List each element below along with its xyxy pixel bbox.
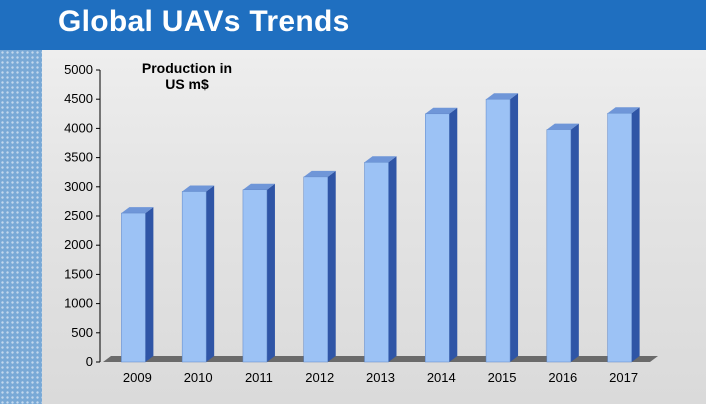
bar-side-face <box>631 107 640 362</box>
bar-2012 <box>303 170 336 363</box>
bar-top-face <box>242 183 275 190</box>
bar-series <box>121 93 640 363</box>
slide-title: Global UAVs Trends <box>58 5 350 38</box>
y-tick-label: 0 <box>86 354 93 369</box>
bar-front-face <box>303 176 328 363</box>
x-tick-label: 2014 <box>427 370 456 385</box>
bar-side-face <box>145 207 154 362</box>
annotation-line-1: Production in <box>142 60 232 76</box>
x-tick-label: 2017 <box>609 370 638 385</box>
bar-top-face <box>607 107 640 114</box>
x-tick-label: 2012 <box>305 370 334 385</box>
x-tick-label: 2013 <box>366 370 395 385</box>
y-tick-label: 2000 <box>64 237 93 252</box>
bar-2011 <box>242 183 275 363</box>
bar-top-face <box>303 170 336 177</box>
y-tick-label: 500 <box>71 325 93 340</box>
bar-front-face <box>607 112 632 363</box>
bar-top-face <box>121 207 154 214</box>
x-axis-labels: 2009 2010 2011 2012 2013 2014 2015 2016 2017 <box>123 370 638 385</box>
y-tick-label: 3000 <box>64 179 93 194</box>
bar-front-face <box>485 98 511 363</box>
bar-2017 <box>607 107 640 363</box>
x-tick-label: 2015 <box>488 370 517 385</box>
x-tick-label: 2010 <box>184 370 213 385</box>
bar-front-face <box>364 162 389 363</box>
bar-side-face <box>327 170 336 362</box>
bar-2016 <box>546 123 579 363</box>
bar-2009 <box>121 207 154 363</box>
y-tick-label: 3500 <box>64 150 93 165</box>
bar-side-face <box>570 123 579 363</box>
y-tick-label: 4500 <box>64 91 93 106</box>
bar-front-face <box>546 129 572 363</box>
y-tick-label: 2500 <box>64 208 93 223</box>
bar-top-face <box>182 185 215 192</box>
x-tick-label: 2016 <box>548 370 577 385</box>
x-tick-label: 2011 <box>245 370 273 385</box>
bar-top-face <box>364 156 397 163</box>
bar-2015 <box>485 93 519 363</box>
y-axis: 0 500 1000 1500 2000 2500 3000 3500 4000 4500 5000 <box>64 62 101 369</box>
bar-front-face <box>121 212 146 363</box>
bar-2010 <box>181 185 215 363</box>
bar-front-face <box>181 191 207 363</box>
y-tick-label: 1000 <box>64 296 93 311</box>
bar-side-face <box>266 183 275 362</box>
bar-front-face <box>242 189 268 363</box>
bar-side-face <box>206 185 215 362</box>
bar-2014 <box>425 107 458 363</box>
x-tick-label: 2009 <box>123 370 152 385</box>
bar-side-face <box>388 156 397 362</box>
y-tick-label: 1500 <box>64 266 93 281</box>
bar-2013 <box>364 156 397 363</box>
y-tick-label: 4000 <box>64 120 93 135</box>
bar-top-face <box>425 107 458 114</box>
bar-front-face <box>425 113 450 363</box>
bar-top-face <box>486 93 519 100</box>
bar-side-face <box>510 93 519 362</box>
annotation-line-2: US m$ <box>165 76 209 92</box>
title-bar: Global UAVs Trends <box>0 0 706 50</box>
bar-top-face <box>546 123 579 130</box>
y-tick-label: 5000 <box>64 62 93 77</box>
decorative-pattern <box>0 50 42 404</box>
bar-side-face <box>449 107 458 362</box>
